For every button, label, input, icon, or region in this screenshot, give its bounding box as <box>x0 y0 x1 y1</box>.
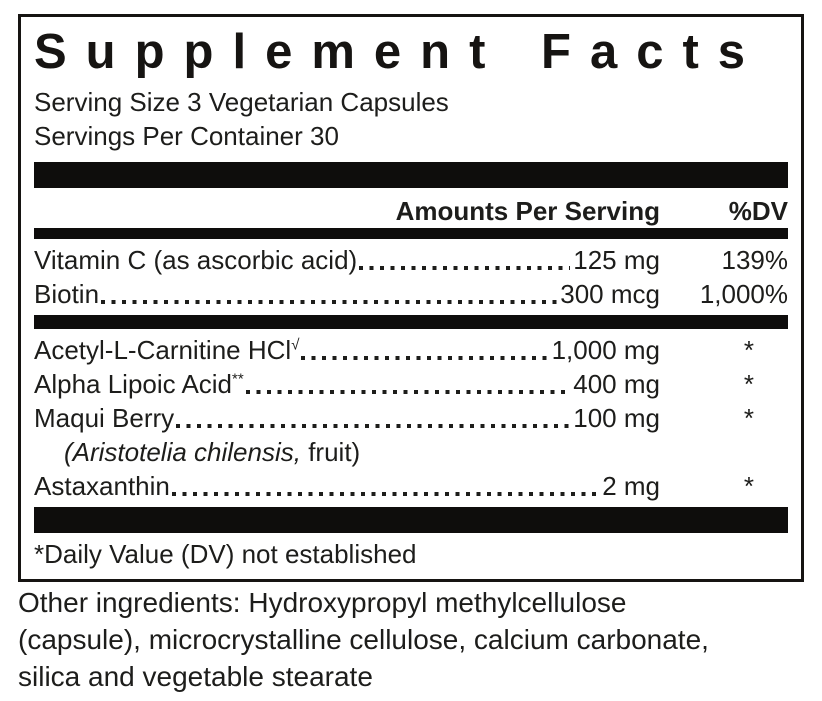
nutrient-row-astaxanthin: Astaxanthin 2 mg * <box>34 469 788 503</box>
percent-dv-header: %DV <box>728 196 788 226</box>
column-header-row: Amounts Per Serving %DV <box>34 194 788 228</box>
nutrient-main: Acetyl-L-Carnitine HCl√ 1,000 mg <box>34 333 660 367</box>
nutrient-main: Maqui Berry 100 mg <box>34 401 660 435</box>
dot-leader <box>171 492 600 496</box>
nutrient-dv: 139% <box>721 245 789 275</box>
nutrient-dv: * <box>743 369 754 399</box>
footnote-marker-double-asterisk: ** <box>232 370 244 388</box>
nutrient-name: Biotin <box>34 279 100 309</box>
nutrient-name: Maqui Berry <box>34 403 175 433</box>
other-ingredients-line: silica and vegetable stearate <box>18 661 373 692</box>
other-ingredients-line: Other ingredients: Hydroxypropyl methylc… <box>18 587 627 618</box>
nutrient-row-acetyl-l-carnitine: Acetyl-L-Carnitine HCl√ 1,000 mg * <box>34 333 788 367</box>
amounts-per-serving-header: Amounts Per Serving <box>395 196 660 226</box>
nutrient-main: Alpha Lipoic Acid** 400 mg <box>34 367 660 401</box>
serving-info: Serving Size 3 Vegetarian Capsules Servi… <box>34 85 788 153</box>
nutrient-row-maqui-berry: Maqui Berry 100 mg * <box>34 401 788 435</box>
nutrient-row-alpha-lipoic-acid: Alpha Lipoic Acid** 400 mg * <box>34 367 788 401</box>
footnote-marker-radical: √ <box>291 336 300 354</box>
nutrient-amount: 2 mg <box>602 471 660 501</box>
dot-leader <box>301 356 549 360</box>
servings-per-container-line: Servings Per Container 30 <box>34 121 339 151</box>
nutrient-amount: 100 mg <box>573 403 660 433</box>
latin-name: (Aristotelia chilensis, fruit) <box>64 437 361 467</box>
nutrient-dv: 1,000% <box>699 279 788 309</box>
dot-leader <box>176 424 571 428</box>
nutrient-main: Vitamin C (as ascorbic acid) 125 mg <box>34 243 660 277</box>
nutrient-amount: 300 mcg <box>560 279 660 309</box>
nutrient-main: Biotin 300 mcg <box>34 277 660 311</box>
nutrient-name: Vitamin C (as ascorbic acid) <box>34 245 358 275</box>
nutrient-main: Astaxanthin 2 mg <box>34 469 660 503</box>
nutrient-dv: * <box>743 403 754 433</box>
nutrient-row-vitamin-c: Vitamin C (as ascorbic acid) 125 mg 139% <box>34 243 788 277</box>
divider-bar-thick-top <box>34 162 788 188</box>
dot-leader <box>359 266 571 270</box>
nutrient-amount: 125 mg <box>573 245 660 275</box>
nutrient-name: Astaxanthin <box>34 471 170 501</box>
nutrient-amount: 1,000 mg <box>551 335 660 365</box>
divider-bar-thick-bottom <box>34 507 788 533</box>
nutrient-row-biotin: Biotin 300 mcg 1,000% <box>34 277 788 311</box>
panel-title: Supplement Facts <box>34 25 765 79</box>
other-ingredients-line: (capsule), microcrystalline cellulose, c… <box>18 624 709 655</box>
dot-leader <box>245 390 571 394</box>
supplement-facts-panel: Supplement Facts Serving Size 3 Vegetari… <box>18 14 804 582</box>
nutrient-section-vitamins: Vitamin C (as ascorbic acid) 125 mg 139%… <box>34 243 788 311</box>
other-ingredients: Other ingredients: Hydroxypropyl methylc… <box>18 584 798 695</box>
nutrient-dv: * <box>743 335 754 365</box>
divider-bar-medium-1 <box>34 228 788 239</box>
dot-leader <box>101 300 558 304</box>
nutrient-dv: * <box>743 471 754 501</box>
nutrient-name: Alpha Lipoic Acid** <box>34 369 244 399</box>
daily-value-footnote: *Daily Value (DV) not established <box>34 539 417 569</box>
serving-size-line: Serving Size 3 Vegetarian Capsules <box>34 87 449 117</box>
divider-bar-medium-2 <box>34 315 788 329</box>
nutrient-amount: 400 mg <box>573 369 660 399</box>
nutrient-section-proprietary: Acetyl-L-Carnitine HCl√ 1,000 mg * Alpha… <box>34 333 788 503</box>
nutrient-name: Acetyl-L-Carnitine HCl√ <box>34 335 300 365</box>
nutrient-row-latin-name: (Aristotelia chilensis, fruit) <box>34 435 788 469</box>
